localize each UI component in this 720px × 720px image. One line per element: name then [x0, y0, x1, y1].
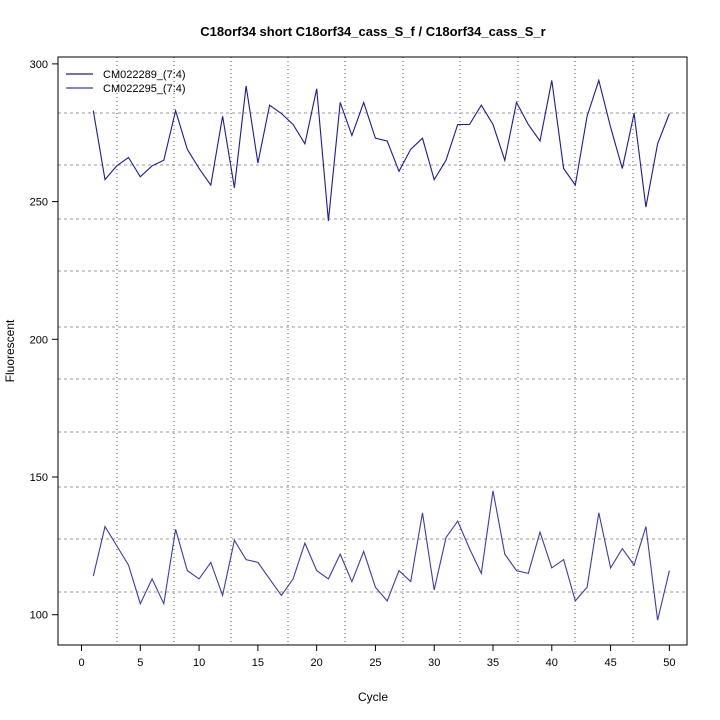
x-tick-label: 0 [78, 657, 84, 669]
legend-label: CM022295_(7:4) [103, 83, 186, 95]
x-tick-label: 50 [663, 657, 675, 669]
y-axis: 100 150 200 250 300 [30, 59, 58, 622]
y-axis-label: Fluorescent [3, 319, 17, 382]
x-tick-label: 15 [252, 657, 264, 669]
y-tick-label: 200 [30, 334, 48, 346]
x-tick-label: 25 [369, 657, 381, 669]
x-tick-label: 45 [604, 657, 616, 669]
x-tick-label: 5 [137, 657, 143, 669]
grid [58, 57, 687, 645]
series-line-2 [92, 490, 670, 621]
y-tick-label: 250 [30, 197, 48, 209]
x-tick-label: 35 [487, 657, 499, 669]
y-tick-label: 100 [30, 610, 48, 622]
series-line-1 [92, 78, 670, 221]
chart-title: C18orf34 short C18orf34_cass_S_f / C18or… [200, 24, 545, 39]
plot-frame [57, 56, 688, 646]
x-tick-label: 20 [311, 657, 323, 669]
x-axis-label: Cycle [358, 690, 388, 704]
series-group [92, 78, 670, 621]
y-tick-label: 150 [30, 472, 48, 484]
legend-label: CM022289_(7:4) [103, 69, 186, 81]
x-tick-label: 30 [428, 657, 440, 669]
x-tick-label: 40 [546, 657, 558, 669]
y-tick-label: 300 [30, 59, 48, 71]
legend: CM022289_(7:4) CM022295_(7:4) [66, 69, 186, 95]
x-tick-label: 10 [193, 657, 205, 669]
x-axis: 0 5 10 15 20 25 30 35 40 45 50 [78, 645, 675, 669]
